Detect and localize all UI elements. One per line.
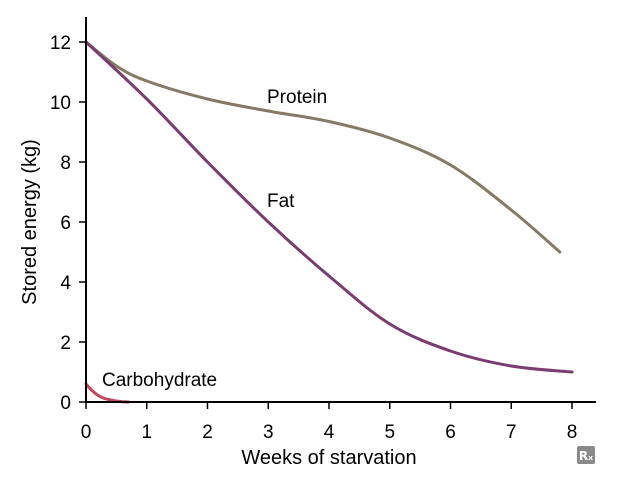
y-tick-label: 12 [50,33,71,54]
y-tick-label: 10 [50,93,71,114]
x-tick-label: 2 [202,422,213,443]
x-tick-label: 6 [445,422,456,443]
x-tick-label: 1 [141,422,152,443]
x-tick-label: 0 [81,422,92,443]
series-label-carbohydrate: Carbohydrate [102,370,217,391]
x-tick-label: 5 [384,422,395,443]
y-tick-label: 6 [60,213,71,234]
x-axis-title: Weeks of starvation [241,447,416,469]
series-line-fat [84,40,574,374]
y-axis-title: Stored energy (kg) [19,139,41,305]
x-tick-label: 8 [567,422,578,443]
x-tick-label: 7 [506,422,517,443]
labels-layer: Weeks of starvation Stored energy (kg) Pro… [19,87,595,469]
y-tick-label: 8 [60,153,71,174]
series-layer [84,40,574,404]
rx-watermark-icon: Rₓ [577,446,595,464]
x-tick-label: 3 [263,422,274,443]
series-label-fat: Fat [267,191,295,212]
series-label-protein: Protein [267,87,327,108]
watermark-text: Rₓ [579,449,593,463]
x-tick-label: 4 [324,422,335,443]
y-tick-label: 2 [60,333,71,354]
series-line-protein [84,40,562,254]
y-tick-label: 4 [60,273,71,294]
y-tick-label: 0 [60,393,71,414]
